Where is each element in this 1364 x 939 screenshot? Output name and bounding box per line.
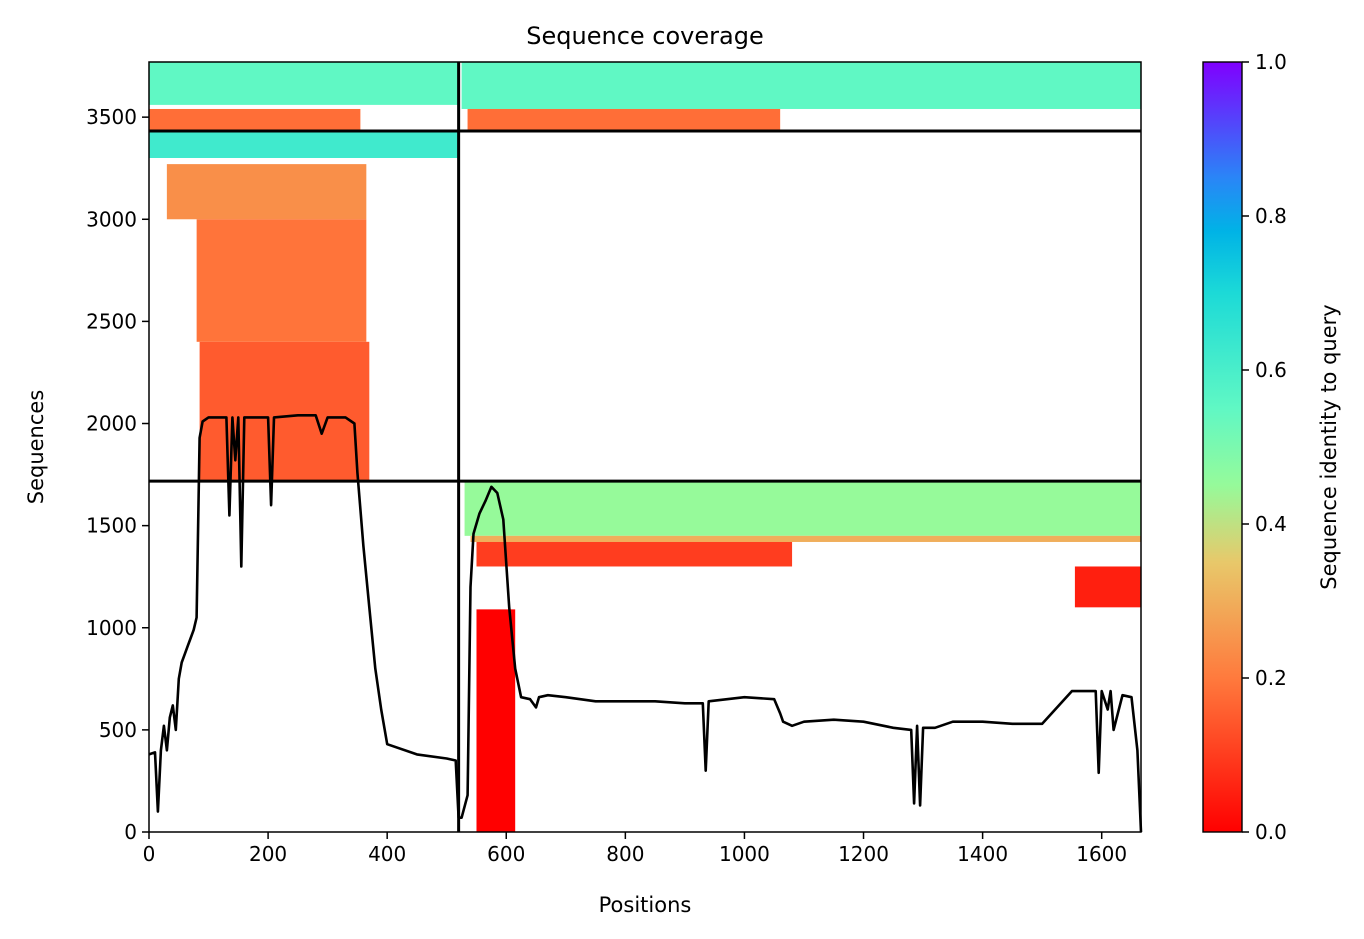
y-tick-label: 3000: [86, 207, 137, 231]
coverage-region: [149, 108, 361, 132]
colorbar-tick-label: 1.0: [1255, 50, 1287, 74]
colorbar: 0.0 0.2 0.4 0.6 0.8 1.0 Sequence identity to …: [1202, 50, 1341, 844]
y-axis-label: Sequences: [24, 390, 48, 505]
coverage-region: [196, 219, 367, 342]
y-tick-label: 1500: [86, 514, 137, 538]
colorbar-tick-label: 0.6: [1255, 358, 1287, 382]
coverage-region: [476, 609, 516, 832]
coverage-region: [166, 164, 367, 220]
coverage-region: [1074, 566, 1141, 608]
colorbar-gradient: [1202, 61, 1243, 833]
plot-area: [148, 61, 1143, 833]
coverage-region: [467, 108, 781, 132]
y-axis: 0 500 1000 1500 2000 2500 3000 3500: [86, 105, 149, 844]
x-axis: 0 200 400 600 800 1000 1200 1400 1600: [143, 832, 1127, 866]
colorbar-tick-label: 0.2: [1255, 666, 1287, 690]
y-tick-label: 500: [99, 718, 137, 742]
colorbar-tick-label: 0.8: [1255, 204, 1287, 228]
y-tick-label: 1000: [86, 616, 137, 640]
x-tick-label: 1000: [719, 842, 770, 866]
plot-frame: [148, 61, 1142, 833]
x-tick-label: 600: [487, 842, 525, 866]
colorbar-tick-label: 0.4: [1255, 512, 1287, 536]
y-tick-label: 3500: [86, 105, 137, 129]
x-tick-label: 0: [143, 842, 156, 866]
coverage-region: [461, 62, 1141, 109]
coverage-line: [148, 413, 1143, 833]
y-tick-label: 2000: [86, 412, 137, 436]
x-tick-label: 1200: [838, 842, 889, 866]
colorbar-label: Sequence identity to query: [1317, 304, 1341, 589]
x-tick-label: 200: [249, 842, 287, 866]
x-tick-label: 1400: [957, 842, 1008, 866]
coverage-region: [149, 62, 459, 105]
chart-title: Sequence coverage: [526, 22, 763, 50]
coverage-region: [470, 535, 1141, 542]
coverage-region: [464, 481, 1141, 536]
x-tick-label: 1600: [1076, 842, 1127, 866]
x-tick-label: 400: [368, 842, 406, 866]
coverage-region: [149, 131, 459, 158]
y-tick-label: 2500: [86, 309, 137, 333]
colorbar-tick-label: 0.0: [1255, 820, 1287, 844]
coverage-region: [476, 541, 793, 567]
coverage-region: [199, 341, 370, 482]
x-tick-label: 800: [606, 842, 644, 866]
y-tick-label: 0: [124, 820, 137, 844]
x-axis-label: Positions: [599, 893, 692, 917]
